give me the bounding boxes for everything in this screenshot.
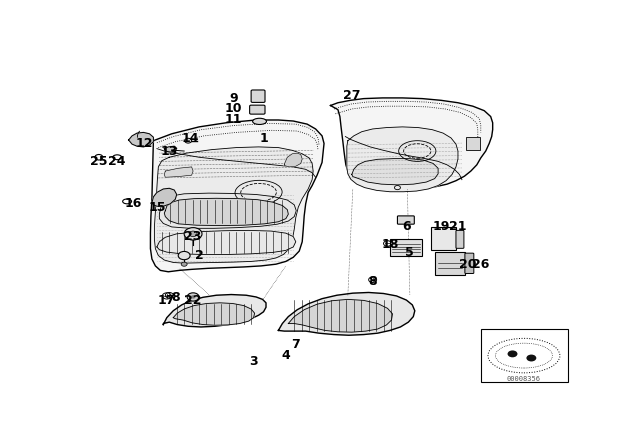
Text: 19: 19 [433, 220, 450, 233]
FancyBboxPatch shape [456, 230, 464, 248]
Circle shape [185, 138, 191, 143]
FancyBboxPatch shape [431, 227, 456, 250]
Text: 22: 22 [184, 294, 202, 307]
Text: 17: 17 [158, 294, 175, 307]
Text: 4: 4 [282, 349, 290, 362]
Circle shape [187, 293, 199, 301]
Polygon shape [330, 98, 493, 189]
FancyBboxPatch shape [481, 329, 568, 382]
Polygon shape [347, 127, 458, 192]
Text: 8: 8 [369, 275, 377, 288]
Text: 10: 10 [225, 103, 243, 116]
Circle shape [189, 231, 197, 237]
Polygon shape [150, 120, 324, 272]
Text: 12: 12 [136, 137, 153, 150]
Text: 3: 3 [250, 355, 258, 368]
Polygon shape [163, 294, 266, 327]
Polygon shape [157, 230, 296, 254]
Text: 25: 25 [90, 155, 108, 168]
Text: 7: 7 [291, 338, 300, 351]
Text: 27: 27 [343, 89, 360, 102]
Text: 11: 11 [225, 113, 243, 126]
Polygon shape [278, 293, 415, 335]
Text: 5: 5 [406, 246, 414, 258]
Polygon shape [284, 153, 302, 167]
FancyBboxPatch shape [250, 105, 265, 114]
Polygon shape [152, 188, 177, 206]
Text: 6: 6 [402, 220, 411, 233]
Circle shape [508, 350, 518, 358]
Circle shape [191, 295, 196, 299]
Circle shape [184, 228, 202, 240]
Polygon shape [159, 193, 296, 228]
FancyBboxPatch shape [397, 216, 414, 224]
FancyBboxPatch shape [465, 253, 474, 273]
FancyBboxPatch shape [466, 137, 480, 151]
Text: 00008356: 00008356 [507, 376, 541, 383]
Polygon shape [129, 133, 154, 147]
Polygon shape [164, 146, 177, 152]
Text: 15: 15 [148, 201, 166, 214]
Text: 24: 24 [108, 155, 126, 168]
FancyBboxPatch shape [390, 239, 422, 255]
Polygon shape [164, 167, 193, 177]
Text: 13: 13 [161, 145, 178, 158]
Polygon shape [352, 159, 438, 185]
Polygon shape [173, 303, 255, 325]
Ellipse shape [253, 118, 266, 125]
Text: 9: 9 [230, 92, 238, 105]
Circle shape [178, 251, 190, 260]
Text: 2: 2 [195, 249, 204, 262]
Text: 23: 23 [184, 230, 202, 243]
FancyBboxPatch shape [251, 90, 265, 103]
Polygon shape [154, 147, 313, 263]
Circle shape [526, 354, 536, 362]
Polygon shape [288, 299, 392, 332]
Text: 16: 16 [125, 197, 142, 210]
Circle shape [181, 262, 187, 266]
Text: 8: 8 [171, 292, 180, 305]
Text: 18: 18 [381, 238, 399, 251]
Polygon shape [164, 198, 288, 225]
Text: 26: 26 [472, 258, 490, 271]
Text: 14: 14 [181, 132, 199, 145]
Text: 20: 20 [459, 258, 477, 271]
FancyBboxPatch shape [435, 252, 465, 275]
Text: 1: 1 [259, 132, 268, 145]
Text: 21: 21 [449, 220, 467, 233]
